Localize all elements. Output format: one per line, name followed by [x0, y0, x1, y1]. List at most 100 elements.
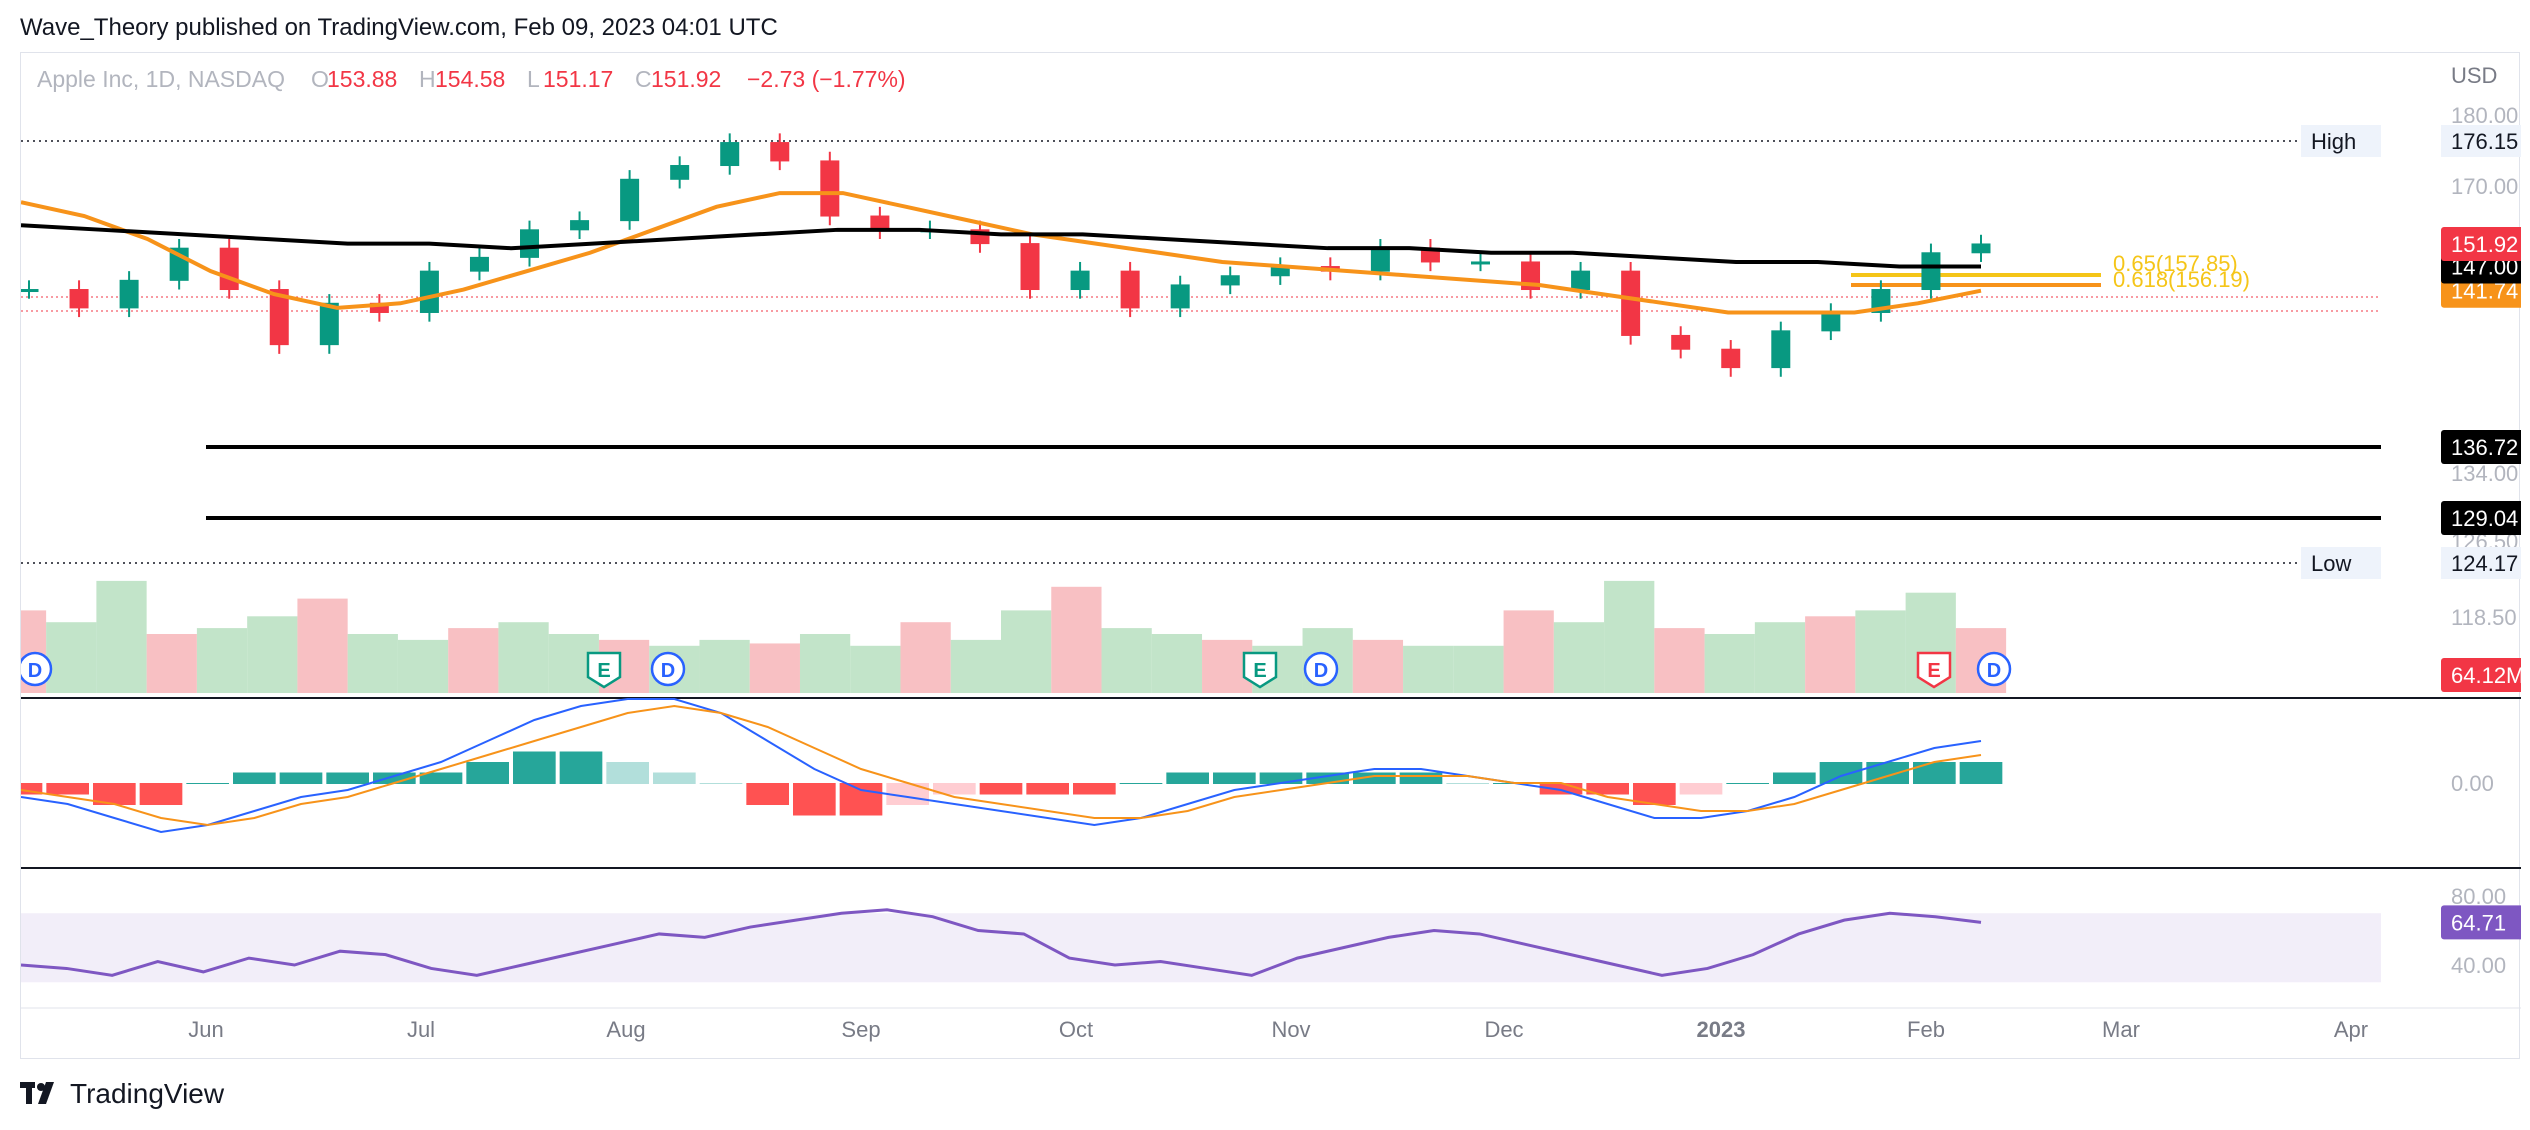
volume-value-label: 64.12M [2451, 663, 2521, 688]
volume-bar [146, 634, 197, 693]
level-name-box [2301, 547, 2381, 579]
macd-histogram-bar [699, 783, 743, 784]
time-tick-label: Oct [1059, 1017, 1093, 1042]
volume-bar [196, 628, 248, 693]
rsi-tick-label: 40.00 [2451, 953, 2506, 978]
volume-bar [347, 634, 398, 693]
earnings-marker [586, 651, 622, 689]
macd-histogram-bar [1306, 772, 1349, 784]
macd-histogram-bar [1213, 772, 1256, 784]
event-marker-label: D [1314, 660, 1328, 682]
macd-histogram-bar [653, 772, 696, 784]
rsi-value-label: 64.71 [2451, 910, 2506, 935]
candle-body [21, 289, 39, 293]
macd-signal-line [21, 704, 1982, 827]
time-tick-label: Sep [841, 1017, 880, 1042]
legend-c-label: C [635, 66, 652, 92]
macd-histogram-bar [1586, 783, 1629, 795]
legend-c-value: 151.92 [651, 66, 721, 92]
volume-bar [498, 622, 549, 693]
time-tick-label: Jul [407, 1017, 435, 1042]
volume-bar [247, 616, 298, 693]
macd-histogram-bar [1539, 783, 1583, 795]
level-name-box [2301, 125, 2381, 157]
legend-l-value: 151.17 [543, 66, 613, 92]
macd-histogram-bar [466, 762, 509, 784]
macd-histogram-bar [1446, 783, 1489, 784]
support-value-label: 136.72 [2451, 435, 2518, 460]
publisher-line: Wave_Theory published on TradingView.com… [20, 14, 778, 41]
dividend-marker [1303, 651, 1339, 687]
candle-body [319, 302, 339, 346]
macd-histogram-bar [1913, 762, 1956, 784]
volume-bar [1403, 645, 1454, 693]
volume-bar [448, 628, 499, 693]
candle-body [1571, 270, 1591, 291]
event-marker-label: D [661, 660, 675, 682]
volume-bar [1805, 616, 1856, 693]
volume-bar [1101, 628, 1152, 693]
macd-tick-label: 0.00 [2451, 771, 2494, 796]
volume-bar [850, 645, 901, 693]
candle-body [1470, 261, 1490, 265]
price-tick-label: 170.00 [2451, 174, 2518, 199]
candle-body [770, 142, 790, 162]
level-value-label: 124.17 [2451, 551, 2518, 576]
candle-body [620, 178, 640, 222]
macd-histogram-bar [1353, 772, 1396, 784]
macd-histogram-bar [1259, 772, 1303, 784]
candle-body [1721, 348, 1741, 369]
volume-bar [96, 580, 147, 693]
candle-body [1370, 247, 1390, 272]
legend-h-label: H [419, 66, 436, 92]
volume-bar [1604, 580, 1655, 693]
macd-histogram-bar [1633, 783, 1676, 805]
moving-average-line [21, 223, 1981, 269]
macd-histogram-bar [513, 751, 556, 784]
event-marker-label: E [1253, 660, 1266, 682]
macd-histogram-bar [793, 783, 836, 816]
price-tick-label: 134.00 [2451, 461, 2518, 486]
tradingview-logo[interactable]: TradingView [20, 1078, 224, 1110]
candle-body [1971, 243, 1991, 254]
candle-body [1921, 252, 1941, 291]
level-value-box [2441, 547, 2521, 579]
macd-histogram-bar [933, 783, 976, 795]
macd-histogram-bar [93, 783, 136, 805]
time-tick-label: Aug [606, 1017, 645, 1042]
macd-histogram-bar [559, 751, 603, 784]
macd-histogram-bar [46, 783, 89, 795]
rsi-band [21, 913, 2381, 983]
macd-histogram-bar [373, 772, 416, 784]
macd-histogram-bar [1773, 772, 1816, 784]
candle-body [1821, 311, 1841, 332]
level-name-label: Low [2311, 551, 2351, 576]
legend-symbol: Apple Inc, 1D, NASDAQ [37, 66, 285, 92]
candle-body [419, 270, 439, 313]
price-tick-label: 180.00 [2451, 103, 2518, 128]
dividend-marker [650, 651, 686, 687]
time-tick-label: Jun [188, 1017, 223, 1042]
volume-bar [799, 634, 851, 693]
macd-histogram-bar [1399, 772, 1443, 784]
macd-histogram-bar [1819, 762, 1863, 784]
macd-histogram-bar [1026, 783, 1069, 795]
macd-histogram-bar [606, 762, 649, 784]
rsi-tick-label: 80.00 [2451, 884, 2506, 909]
volume-bar [1051, 586, 1102, 693]
volume-bar [699, 639, 750, 693]
volume-bar [1654, 628, 1705, 693]
time-tick-label: Mar [2102, 1017, 2140, 1042]
tradingview-logo-icon [20, 1082, 54, 1104]
volume-bar [1503, 610, 1554, 693]
candle-body [119, 279, 139, 309]
volume-bar [46, 622, 97, 693]
support-value-box [2441, 430, 2521, 464]
candle-body [1621, 270, 1641, 336]
candle-body [1070, 270, 1090, 291]
macd-histogram-bar [1679, 783, 1723, 795]
macd-histogram-bar [979, 783, 1023, 795]
macd-histogram-bar [21, 783, 43, 795]
time-tick-label: 2023 [1697, 1017, 1746, 1042]
